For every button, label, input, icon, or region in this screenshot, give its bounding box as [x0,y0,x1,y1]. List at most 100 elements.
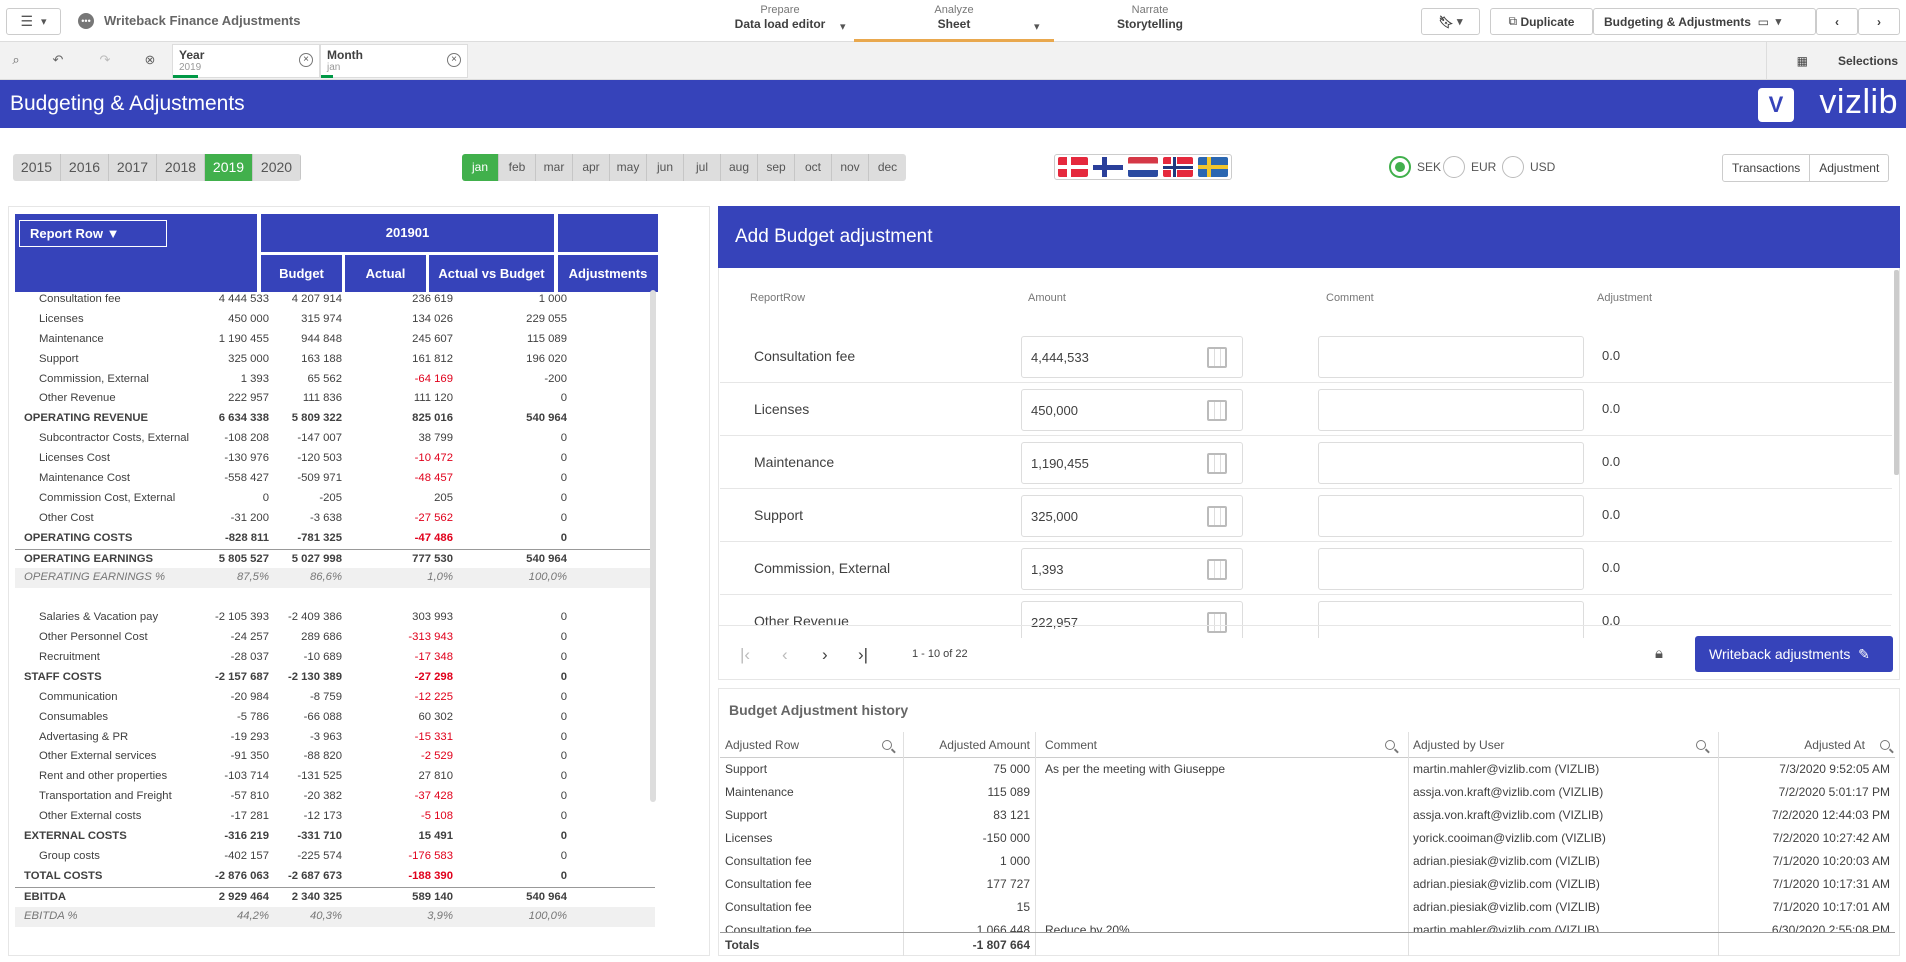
transactions-button[interactable]: Transactions [1723,155,1811,181]
smart-search-icon[interactable]: ⌕ [12,52,20,67]
history-row[interactable]: Consultation fee 1 066 448 Reduce by 20% ma… [720,919,1895,932]
calculator-icon[interactable] [1207,347,1227,368]
clear-selections-icon[interactable]: ⊗ [144,52,156,67]
month-button-dec[interactable]: dec [869,154,906,181]
pnl-row: EBITDA 2 929 464 2 340 325 589 140 540 964 [15,886,655,907]
next-page-icon[interactable]: › [822,645,828,664]
filter-chip-year[interactable]: Year 2019 × [172,44,320,78]
adjustment-button[interactable]: Adjustment [1819,161,1880,175]
year-button-2019[interactable]: 2019 [205,154,253,181]
month-button-oct[interactable]: oct [795,154,832,181]
radio-checked-icon[interactable] [1389,156,1411,178]
first-page-icon[interactable]: |‹ [740,645,751,664]
currency-option-eur[interactable]: EUR [1443,156,1496,178]
history-header-row[interactable]: Adjusted Row [720,732,903,758]
month-button-jul[interactable]: jul [684,154,721,181]
step-back-icon[interactable]: ↶ [52,52,64,67]
history-header-adjusted-at[interactable]: Adjusted At [1718,732,1895,758]
calculator-icon[interactable] [1207,453,1227,474]
pnl-row: EBITDA % 44,2% 40,3% 3,9% 100,0% [15,906,655,927]
history-row[interactable]: Consultation fee 177 727 adrian.piesiak@vi… [720,873,1895,896]
month-button-jan[interactable]: jan [462,154,499,181]
clear-filter-icon[interactable]: × [299,53,313,67]
search-icon[interactable] [1385,740,1395,750]
calculator-icon[interactable] [1207,612,1227,633]
calculator-icon[interactable] [1207,559,1227,580]
form-scrollbar[interactable] [1894,270,1899,475]
amount-input[interactable]: 325,000 [1021,495,1243,537]
year-button-2017[interactable]: 2017 [109,154,157,181]
report-row-dropdown[interactable]: Report Row ▼ [19,220,167,247]
calculator-icon[interactable] [1207,400,1227,421]
finland-flag-icon[interactable] [1093,157,1123,177]
month-button-aug[interactable]: aug [721,154,758,181]
month-button-apr[interactable]: apr [573,154,610,181]
search-icon[interactable] [1696,740,1706,750]
comment-input[interactable] [1318,495,1584,537]
month-button-mar[interactable]: mar [536,154,573,181]
amount-input[interactable]: 4,444,533 [1021,336,1243,378]
history-header-user[interactable]: Adjusted by User [1408,732,1718,758]
amount-input[interactable]: 222,957 [1021,601,1243,638]
currency-option-sek[interactable]: SEK [1389,156,1441,178]
history-row[interactable]: Maintenance 115 089 assja.von.kraft@vizlib… [720,781,1895,804]
previous-sheet-button[interactable]: ‹ [1816,8,1858,35]
year-button-2018[interactable]: 2018 [157,154,205,181]
history-row[interactable]: Support 83 121 assja.von.kraft@vizlib.com … [720,804,1895,827]
search-icon[interactable] [1880,740,1890,750]
bookmark-button[interactable]: 🔖︎ ▾ [1421,8,1480,35]
pnl-cell: 1 190 455 [218,332,269,345]
sweden-flag-icon[interactable] [1198,157,1228,177]
chevron-down-icon[interactable]: ▾ [1034,21,1040,33]
selections-button[interactable]: ▦ Selections [1766,42,1906,80]
amount-input[interactable]: 450,000 [1021,389,1243,431]
clear-filter-icon[interactable]: × [447,53,461,67]
history-row[interactable]: Consultation fee 15 adrian.piesiak@vizlib.… [720,896,1895,919]
writeback-adjustments-button[interactable]: Writeback adjustments ✎ [1695,636,1893,672]
comment-input[interactable] [1318,548,1584,590]
month-button-feb[interactable]: feb [499,154,536,181]
pnl-scrollbar[interactable] [650,290,656,802]
step-forward-icon[interactable]: ↷ [99,52,111,67]
last-page-icon[interactable]: ›| [858,645,869,664]
month-button-may[interactable]: may [610,154,647,181]
currency-option-usd[interactable]: USD [1502,156,1555,178]
search-icon[interactable] [882,740,892,750]
year-button-2016[interactable]: 2016 [61,154,109,181]
radio-icon[interactable] [1502,156,1524,178]
amount-input[interactable]: 1,190,455 [1021,442,1243,484]
chevron-down-icon[interactable]: ▾ [840,21,846,33]
history-row[interactable]: Support 75 000 As per the meeting with Giu… [720,758,1895,781]
duplicate-button[interactable]: ⧉ Duplicate [1490,8,1593,35]
year-button-2015[interactable]: 2015 [13,154,61,181]
nav-narrate[interactable]: Narrate Storytelling [1116,4,1183,31]
month-button-nov[interactable]: nov [832,154,869,181]
pnl-row: TOTAL COSTS -2 876 063 -2 687 673 -188 390 0 [15,867,655,887]
history-header-comment[interactable]: Comment [1035,732,1408,758]
comment-input[interactable] [1318,442,1584,484]
pnl-cell: 115 089 [527,332,567,345]
history-row[interactable]: Consultation fee 1 000 adrian.piesiak@vizl… [720,850,1895,873]
next-sheet-button[interactable]: › [1858,8,1900,35]
nav-analyze[interactable]: Analyze Sheet [934,4,974,31]
radio-icon[interactable] [1443,156,1465,178]
sheet-selector[interactable]: Budgeting & Adjustments ▭ ▾ [1593,8,1816,35]
month-button-sep[interactable]: sep [758,154,795,181]
denmark-flag-icon[interactable] [1058,157,1088,177]
amount-input[interactable]: 1,393 [1021,548,1243,590]
norway-flag-icon[interactable] [1163,157,1193,177]
lock-icon[interactable]: 🔒︎ [1655,645,1663,662]
month-button-jun[interactable]: jun [647,154,684,181]
comment-input[interactable] [1318,601,1584,638]
year-button-2020[interactable]: 2020 [253,154,301,181]
comment-input[interactable] [1318,336,1584,378]
history-row[interactable]: Licenses -150 000 yorick.cooiman@vizlib.co… [720,827,1895,850]
comment-input[interactable] [1318,389,1584,431]
global-menu-button[interactable]: ☰ ▾ [6,8,61,35]
netherlands-flag-icon[interactable] [1128,157,1158,177]
history-header-amount[interactable]: Adjusted Amount [903,732,1035,758]
filter-chip-month[interactable]: Month jan × [320,44,468,78]
calculator-icon[interactable] [1207,506,1227,527]
previous-page-icon[interactable]: ‹ [782,645,788,664]
nav-prepare[interactable]: Prepare Data load editor [734,4,826,31]
